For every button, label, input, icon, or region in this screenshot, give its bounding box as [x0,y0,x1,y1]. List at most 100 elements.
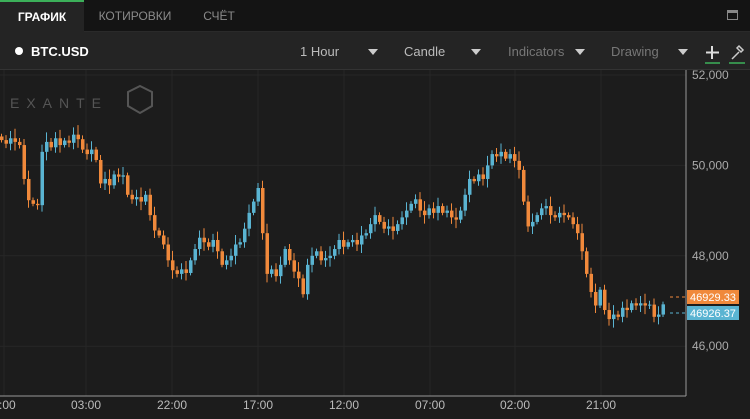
candle-body [504,151,508,159]
candle-body [31,200,35,204]
candle-body [463,194,467,211]
x-tick-label: 17:00 [243,398,273,412]
candle-body [265,233,269,274]
x-tick-label: 03:00 [71,398,101,412]
candle-body [207,242,211,247]
candle-body [9,138,13,144]
indicators-chevron-icon[interactable] [575,49,585,55]
candle-body [270,269,274,274]
candle-body [139,197,143,202]
candle-body [657,314,661,317]
candle-body [405,210,409,218]
candle-body [472,178,476,182]
candle-body [481,174,485,179]
candle-body [117,174,121,177]
tab-chart[interactable]: ГРАФИК [0,0,84,32]
candle-body [409,203,413,211]
candle-body [391,226,395,231]
candle-body [337,239,341,250]
candle-body [445,210,449,213]
candle-body [495,154,499,157]
tab-account[interactable]: СЧЁТ [203,9,235,23]
y-tick-label: 52,000 [692,70,729,82]
price-chart[interactable]: EXANTE 52,000 50,000 48,000 46,000 0:00 03:0… [0,68,750,414]
tab-quotes[interactable]: КОТИРОВКИ [98,9,172,23]
candle-body [4,140,8,144]
candle-body [40,151,44,206]
candle-body [468,178,472,195]
ask-price-label: 46929.33 [690,292,736,304]
candle-body [342,239,346,247]
candle-body [292,260,296,272]
candle-body [580,233,584,252]
chart-canvas[interactable]: EXANTE 52,000 50,000 48,000 46,000 0:00 03:0… [0,68,750,414]
candle-body [202,237,206,243]
candle-body [562,212,566,216]
candle-body [486,165,490,179]
candle-body [513,154,517,161]
candle-body [535,215,539,222]
candle-body [130,194,134,200]
candle-body [333,249,337,256]
ask-price-tag [687,290,739,304]
symbol-label[interactable]: BTC.USD [31,44,89,59]
candle-body [324,258,328,261]
candle-body [166,244,170,261]
maximize-icon[interactable] [727,10,738,20]
candle-body [459,210,463,220]
candle-body [571,217,575,225]
candle-body [238,242,242,245]
candle-body [652,304,656,317]
drawing-select[interactable]: Drawing [611,44,659,59]
candle-body [427,208,431,216]
candle-body [526,201,530,227]
wrench-icon[interactable] [728,44,746,64]
candle-body [112,174,116,186]
exante-logo-icon [127,84,153,115]
candle-body [382,221,386,229]
x-tick-label: 0:00 [0,398,16,412]
candle-body [387,226,391,229]
candle-body [549,206,553,216]
interval-select[interactable]: 1 Hour [300,44,340,59]
candle-body [490,154,494,166]
candle-body [49,141,53,148]
candle-body [616,314,620,317]
drawing-chevron-icon[interactable] [678,49,688,55]
candle-body [252,201,256,213]
candle-body [436,206,440,213]
candle-body [198,237,202,250]
candle-body [256,188,260,202]
candle-body [274,269,278,277]
plus-icon[interactable] [703,44,721,64]
candle-body [607,310,611,320]
candle-body [171,260,175,271]
status-dot-icon [15,47,23,55]
indicators-select[interactable]: Indicators [508,44,565,59]
candle-body [544,206,548,209]
interval-chevron-icon[interactable] [368,49,378,55]
chart-type-chevron-icon[interactable] [471,49,481,55]
candle-body [58,138,62,146]
candle-body [175,270,179,274]
candle-body [18,141,22,146]
candle-body [576,224,580,234]
candle-body [225,260,229,265]
candle-body [553,215,557,218]
chart-type-select[interactable]: Candle [404,44,446,59]
candle-body [612,314,616,320]
candle-body [90,149,94,155]
candle-body [418,199,422,211]
x-tick-label: 02:00 [500,398,530,412]
x-tick-label: 07:00 [415,398,445,412]
tab-bar: ГРАФИК КОТИРОВКИ СЧЁТ [0,0,750,32]
chart-toolbar: BTC.USD 1 Hour Candle Indicators Drawing [0,32,750,70]
candle-body [103,178,107,184]
bid-price-tag [687,306,739,320]
candle-body [121,175,125,177]
candle-body [22,145,26,179]
candle-body [36,203,40,206]
y-tick-label: 50,000 [692,158,729,172]
candle-body [85,149,89,155]
candle-body [450,210,454,218]
